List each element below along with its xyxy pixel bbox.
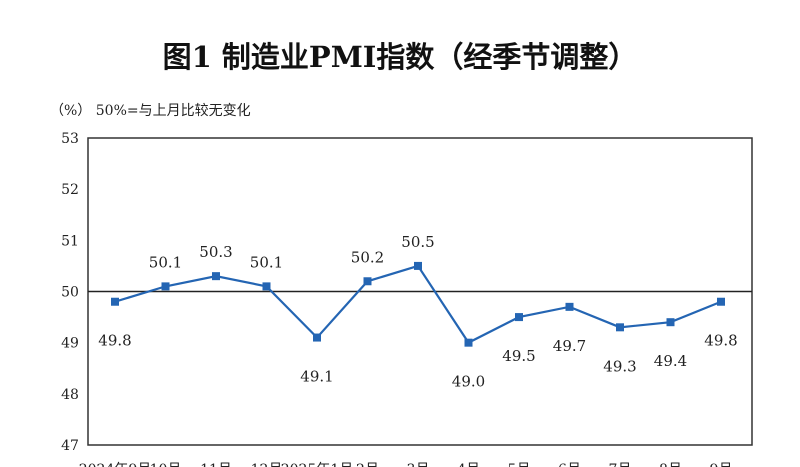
data-point (262, 282, 271, 291)
unit-label: （%） (50, 103, 92, 119)
x-tick-label: 12月 (251, 462, 283, 467)
x-tick-label: 7月 (609, 462, 632, 467)
x-tick-label: 6月 (558, 462, 581, 467)
data-label: 50.1 (250, 253, 283, 271)
data-point (414, 261, 422, 270)
x-tick-label: 2025年1月 (281, 462, 354, 467)
data-label: 49.3 (603, 357, 636, 375)
x-tick-label: 2024年9月 (79, 462, 152, 467)
x-tick-label: 3月 (407, 462, 430, 467)
data-label: 49.7 (553, 337, 586, 355)
x-tick-label: 4月 (457, 462, 480, 467)
data-label: 50.3 (199, 243, 232, 261)
y-tick-label: 48 (61, 387, 79, 403)
x-tick-label: 8月 (659, 462, 682, 467)
data-label: 49.0 (452, 373, 485, 391)
x-tick-label: 9月 (710, 462, 733, 467)
data-label: 50.5 (401, 233, 434, 251)
data-point (363, 277, 372, 286)
data-label: 49.4 (654, 352, 687, 370)
x-tick-label: 2月 (356, 462, 379, 467)
x-tick-label: 11月 (200, 462, 232, 467)
y-tick-label: 47 (61, 438, 79, 454)
data-point (666, 318, 675, 327)
data-point (111, 297, 119, 306)
data-label: 50.1 (149, 253, 182, 271)
data-point (212, 272, 220, 281)
chart-title: 图1 制造业PMI指数（经季节调整） (162, 40, 638, 74)
data-label: 49.5 (502, 347, 535, 365)
reference-note: 50%=与上月比较无变化 (95, 103, 251, 119)
data-point (464, 338, 473, 347)
y-tick-label: 50 (61, 285, 79, 301)
data-label: 49.1 (300, 368, 333, 386)
data-label: 49.8 (704, 332, 737, 350)
y-tick-label: 53 (61, 131, 79, 147)
data-point (161, 282, 170, 291)
x-tick-label: 5月 (508, 462, 531, 467)
data-label: 49.8 (98, 332, 131, 350)
y-tick-label: 52 (61, 182, 79, 198)
y-tick-label: 49 (61, 336, 79, 352)
y-tick-label: 51 (61, 233, 79, 249)
x-tick-label: 10月 (150, 462, 182, 467)
unit-annotation: （%） 50%=与上月比较无变化 (50, 100, 251, 120)
data-point (313, 333, 321, 342)
data-point (717, 297, 725, 306)
data-point (565, 302, 574, 311)
data-point (616, 323, 624, 332)
data-point (515, 313, 523, 322)
series-line (114, 264, 722, 345)
data-label: 50.2 (351, 248, 384, 266)
